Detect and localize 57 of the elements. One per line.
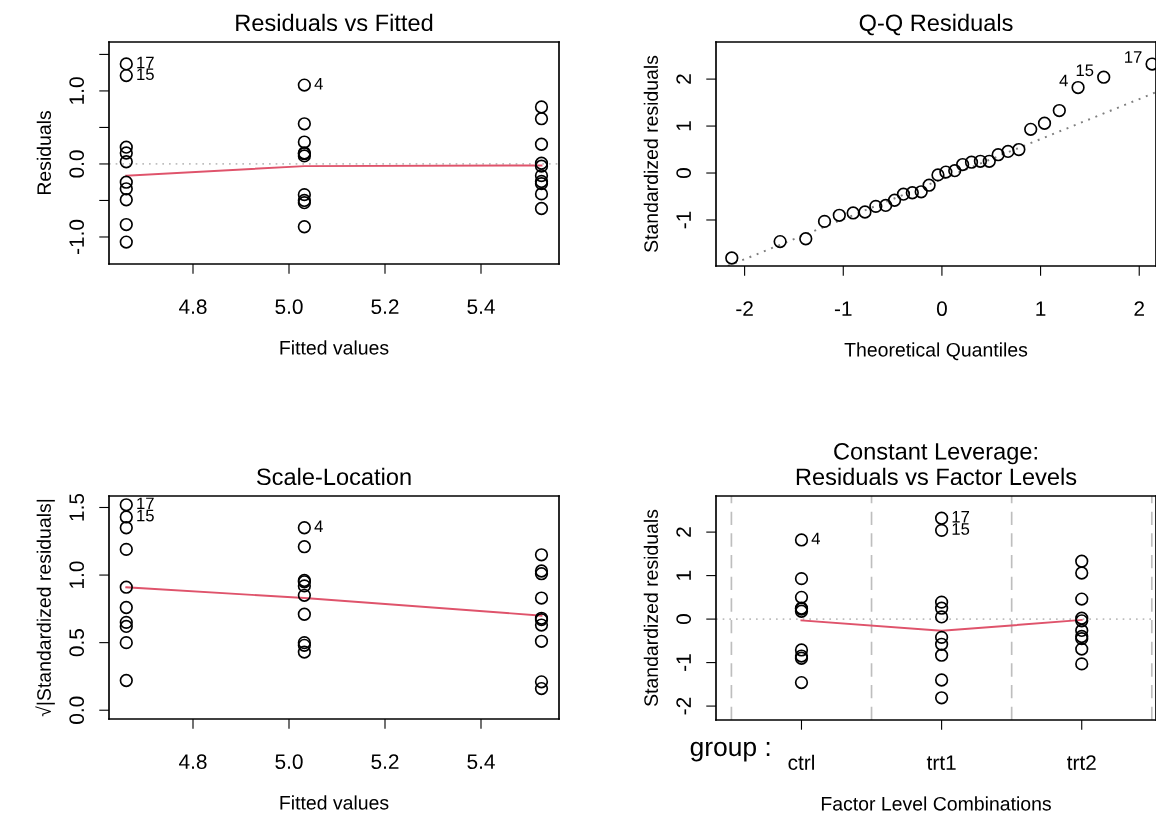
- y-tick-label: 1.5: [69, 493, 85, 521]
- annotation: 15: [137, 509, 154, 522]
- x-tick-label: 1: [1036, 301, 1046, 316]
- x-tick-label: 5.2: [371, 754, 399, 770]
- y-tick-label: 0.0: [69, 696, 85, 724]
- annotation: 17: [137, 56, 154, 69]
- y-tick-label: 1: [676, 121, 691, 131]
- x-tick-label: 4.8: [179, 299, 207, 315]
- y-axis-title: Residuals: [36, 111, 52, 195]
- chart-title: Scale-Location: [256, 467, 411, 486]
- y-tick-label: -1.0: [69, 219, 85, 254]
- y-tick-label: 0.0: [69, 150, 85, 178]
- y-tick-label: 1: [676, 570, 691, 580]
- y-tick-label: 0: [676, 614, 692, 625]
- chart-title: Q-Q Residuals: [859, 13, 1013, 36]
- y-tick-label: 0.5: [69, 629, 85, 657]
- y-tick-label: 1.0: [69, 561, 85, 588]
- x-tick-label: 0: [936, 301, 947, 317]
- x-axis-title: Factor Level Combinations: [821, 796, 1051, 811]
- y-tick-label: -1: [676, 654, 691, 671]
- x-tick-label: 5.0: [275, 754, 303, 770]
- annotation: 15: [137, 68, 154, 81]
- y-axis-title: Standardized residuals: [643, 509, 659, 707]
- x-tick-label: 5.4: [467, 299, 495, 315]
- x-tick-label: 5.4: [467, 754, 495, 770]
- y-axis-title: √|Standardized residuals|: [35, 499, 55, 717]
- x-tick-label: 5.0: [275, 299, 303, 315]
- annotation: 17: [1125, 51, 1142, 63]
- y-tick-label: -2: [676, 697, 691, 715]
- annotation: 4: [314, 77, 323, 90]
- x-tick-label: ctrl: [788, 754, 814, 771]
- y-tick-label: 1.0: [69, 77, 85, 104]
- annotation: 15: [1076, 64, 1094, 77]
- y-axis-title: Standardized residuals: [643, 55, 659, 253]
- x-tick-label: trt2: [1067, 755, 1096, 770]
- x-tick-label: -1: [834, 301, 852, 316]
- annotation: 4: [314, 520, 323, 533]
- x-tick-label: 4.8: [179, 754, 207, 770]
- chart-title: Constant Leverage: Residuals vs Factor Levels: [796, 442, 1077, 486]
- x-tick-label: 2: [1134, 301, 1144, 316]
- x-tick-label: -2: [736, 301, 753, 316]
- x-tick-label: trt1: [926, 755, 956, 770]
- annotation: 15: [952, 523, 970, 535]
- text: group :: [690, 741, 770, 762]
- annotation: 17: [952, 511, 970, 523]
- x-axis-title: Fitted values: [280, 795, 389, 810]
- chart-title: Residuals vs Fitted: [236, 13, 433, 32]
- y-tick-label: 0: [676, 168, 692, 178]
- annotation: 17: [137, 497, 154, 510]
- x-axis-title: Fitted values: [280, 340, 389, 355]
- x-axis-title: Theoretical Quantiles: [844, 342, 1028, 361]
- y-tick-label: -1: [676, 211, 691, 229]
- y-tick-label: 2: [676, 74, 691, 84]
- annotation: 4: [811, 532, 820, 545]
- y-tick-label: 2: [676, 527, 691, 537]
- x-tick-label: 5.2: [371, 299, 399, 315]
- annotation: 4: [1059, 74, 1068, 87]
